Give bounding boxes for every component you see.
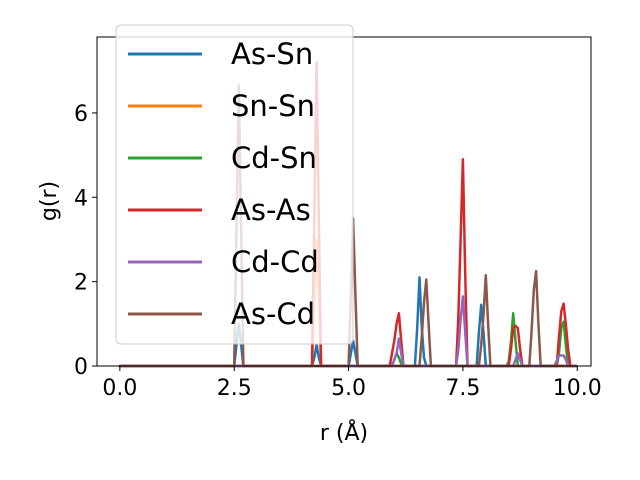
- legend-label-1: Sn-Sn: [231, 89, 315, 123]
- legend-label-4: Cd-Cd: [231, 245, 319, 279]
- x-axis-label: r (Å): [320, 419, 368, 446]
- legend-label-2: Cd-Sn: [231, 141, 317, 175]
- legend-label-3: As-As: [231, 193, 311, 227]
- y-axis-label: g(r): [37, 181, 62, 221]
- x-tick-label: 0.0: [102, 376, 137, 401]
- legend-label-5: As-Cd: [231, 297, 315, 331]
- legend-label-0: As-Sn: [231, 37, 313, 71]
- y-tick-label: 2: [74, 271, 88, 296]
- ticks-layer: 0.0 2.5 5.0 7.5 10.0 0 2 4 6: [74, 102, 602, 401]
- x-tick-label: 5.0: [331, 376, 366, 401]
- y-tick-label: 0: [74, 355, 88, 380]
- y-tick-label: 6: [74, 102, 88, 127]
- series-line-2: [118, 312, 578, 368]
- x-tick-label: 10.0: [553, 376, 602, 401]
- y-tick-label: 4: [74, 186, 88, 211]
- legend: As-Sn Sn-Sn Cd-Sn As-As Cd-Cd As-Cd: [115, 24, 354, 345]
- x-tick-label: 2.5: [217, 376, 252, 401]
- x-tick-label: 7.5: [445, 376, 480, 401]
